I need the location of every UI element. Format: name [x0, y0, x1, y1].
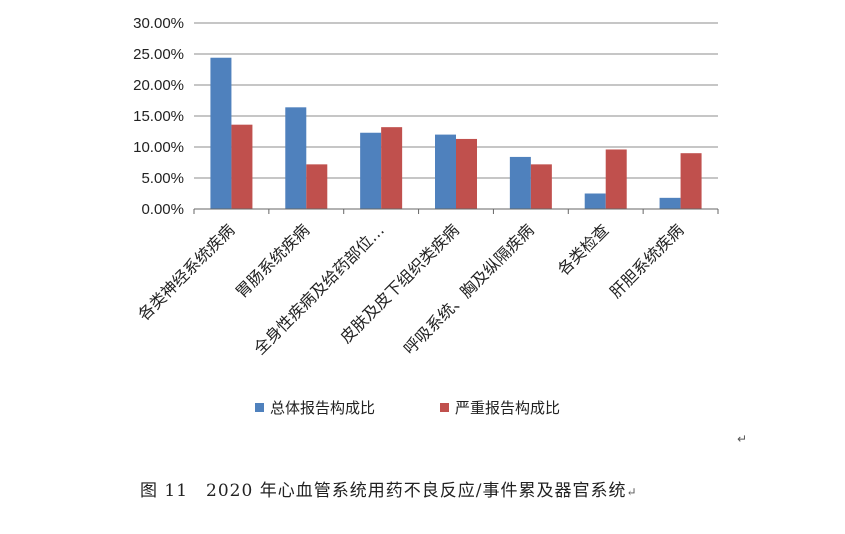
bar-serious	[605, 149, 627, 209]
y-tick-label: 25.00%	[133, 46, 184, 63]
legend-swatch	[255, 403, 264, 412]
figure-caption: 图 11 2020 年心血管系统用药不良反应/事件累及器官系统↵	[140, 476, 638, 501]
figure-caption-text: 2020 年心血管系统用药不良反应/事件累及器官系统	[206, 481, 627, 501]
legend-swatch	[440, 403, 449, 412]
bars	[210, 57, 702, 209]
y-tick-label: 20.00%	[133, 77, 184, 94]
bar-overall	[360, 132, 382, 209]
bar-overall	[435, 134, 456, 209]
caption-paragraph-mark: ↵	[626, 485, 638, 499]
x-category-label: 全身性疾病及给药部位…	[250, 220, 388, 358]
bar-overall	[210, 57, 232, 209]
x-category-label: 胃肠系统疾病	[232, 220, 313, 301]
y-tick-label: 10.00%	[133, 139, 184, 156]
bar-serious	[530, 164, 552, 209]
x-axis-ticks	[193, 209, 719, 214]
x-category-label: 各类神经系统疾病	[134, 220, 238, 324]
paragraph-mark: ↵	[737, 432, 748, 446]
x-category-label: 肝胆系统疾病	[606, 220, 687, 301]
bar-serious	[231, 124, 253, 209]
legend: 总体报告构成比 严重报告构成比	[255, 399, 560, 417]
legend-label: 总体报告构成比	[270, 399, 375, 417]
y-tick-label: 0.00%	[141, 201, 184, 218]
bar-serious	[680, 153, 702, 209]
bar-serious	[306, 164, 328, 209]
bar-overall	[509, 156, 531, 209]
bar-serious	[381, 127, 403, 209]
y-tick-label: 15.00%	[133, 108, 184, 125]
bar-overall	[285, 107, 307, 209]
bar-overall	[584, 193, 606, 209]
category-labels: 各类神经系统疾病胃肠系统疾病全身性疾病及给药部位…皮肤及皮下组织类疾病呼吸系统、…	[134, 220, 687, 358]
bar-overall	[659, 197, 681, 209]
bar-serious	[456, 138, 477, 209]
legend-label: 严重报告构成比	[455, 399, 560, 417]
x-category-label: 各类检查	[554, 220, 613, 279]
y-tick-label: 5.00%	[141, 170, 184, 187]
y-tick-label: 30.00%	[133, 15, 184, 32]
y-axis-ticks: 0.00% 5.00% 10.00% 15.00% 20.00% 25.00% 30.00%	[133, 15, 184, 218]
figure-number: 图 11	[140, 481, 189, 501]
x-category-label: 呼吸系统、胸及纵隔疾病	[400, 220, 538, 358]
